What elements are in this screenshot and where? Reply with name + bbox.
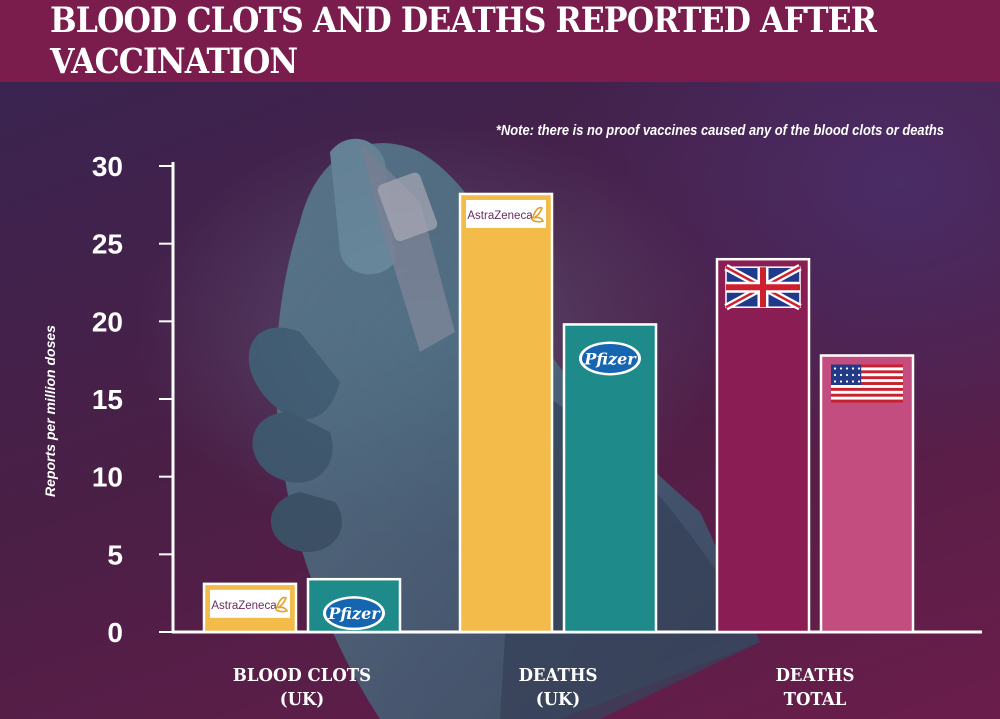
x-category-line: (UK) — [279, 689, 325, 710]
astrazeneca-logo: AstraZeneca — [466, 199, 546, 228]
chart-title: BLOOD CLOTS AND DEATHS REPORTED AFTER VA… — [50, 0, 877, 82]
y-tick-label: 5 — [107, 539, 123, 570]
pfizer-logo-text: Pfizer — [327, 604, 381, 623]
bar — [562, 323, 658, 634]
y-tick-label: 30 — [92, 151, 123, 182]
bar-logos-layer: AstraZeneca Pfizer AstraZeneca Pfizer — [210, 199, 903, 631]
y-tick-label: 0 — [107, 617, 123, 648]
x-category-label: BLOOD CLOTS (UK) — [233, 664, 371, 712]
y-tick-label: 15 — [92, 384, 123, 415]
y-tick-label: 10 — [92, 462, 123, 493]
pfizer-logo-text: Pfizer — [583, 349, 637, 368]
header-banner: BLOOD CLOTS AND DEATHS REPORTED AFTER VA… — [0, 0, 1000, 82]
x-category-label: DEATHS (UK) — [519, 664, 598, 712]
x-category-line: DEATHS — [775, 665, 855, 686]
pfizer-logo: Pfizer — [579, 341, 641, 376]
x-category-line: TOTAL — [783, 689, 847, 710]
x-category-line: (UK) — [535, 689, 581, 710]
astrazeneca-logo-text: AstraZeneca — [467, 210, 533, 222]
us-flag-icon — [831, 364, 903, 403]
astrazeneca-logo-text: AstraZeneca — [211, 600, 277, 612]
bar — [715, 257, 811, 634]
y-axis-label: Reports per million doses — [42, 325, 58, 497]
astrazeneca-logo: AstraZeneca — [210, 589, 290, 618]
pfizer-logo: Pfizer — [323, 596, 385, 631]
bars-layer — [202, 192, 915, 634]
x-category-label: DEATHS TOTAL — [776, 664, 855, 712]
uk-flag-icon — [724, 264, 802, 311]
x-category-line: DEATHS — [518, 665, 598, 686]
bar — [458, 192, 554, 634]
y-tick-label: 25 — [92, 229, 123, 260]
y-tick-label: 20 — [92, 306, 123, 337]
disclaimer-note: *Note: there is no proof vaccines caused… — [495, 122, 944, 139]
x-category-line: BLOOD CLOTS — [232, 665, 372, 686]
